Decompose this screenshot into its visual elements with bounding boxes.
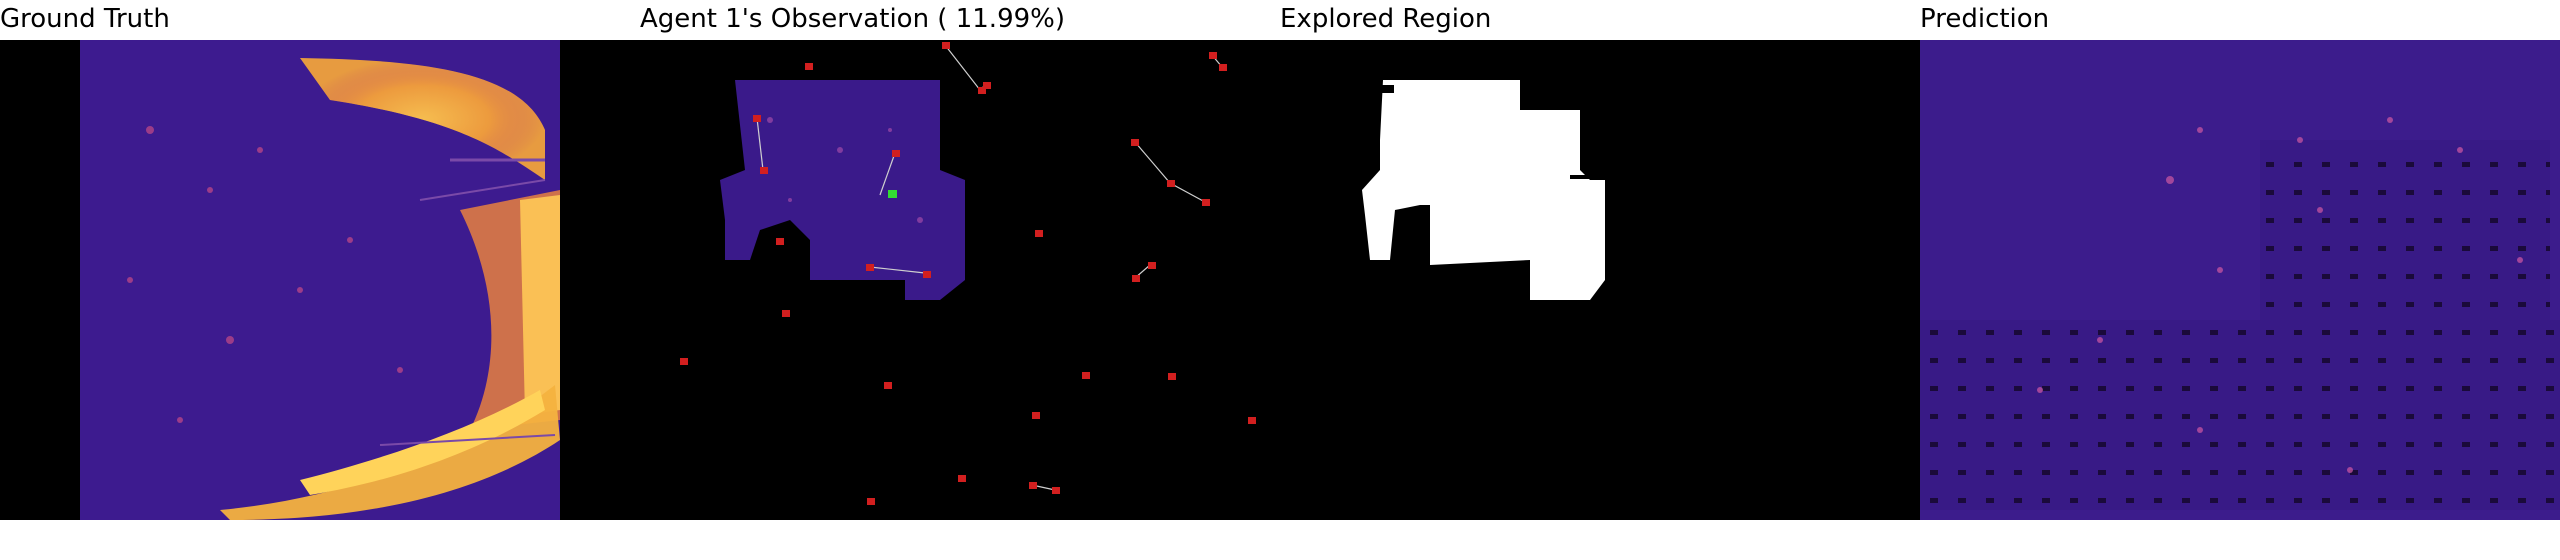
explored-region-panel (1280, 40, 1920, 520)
observed-region (720, 80, 965, 300)
ground-truth-heatmap (0, 40, 640, 520)
explored-area (1362, 80, 1605, 300)
prediction-title: Prediction (1920, 4, 2050, 34)
explored-region-map (1280, 40, 1920, 520)
active-agent-marker (888, 190, 897, 198)
prediction-heatmap (1920, 40, 2560, 520)
observation-panel (640, 40, 1280, 520)
prediction-panel (1920, 40, 2560, 520)
ground-truth-title: Ground Truth (0, 4, 170, 34)
agent-markers (680, 42, 1256, 505)
explored-region-title: Explored Region (1280, 4, 1492, 34)
ground-truth-panel (0, 40, 640, 520)
observation-title: Agent 1's Observation ( 11.99%) (640, 4, 1066, 34)
observation-map (640, 40, 1280, 520)
